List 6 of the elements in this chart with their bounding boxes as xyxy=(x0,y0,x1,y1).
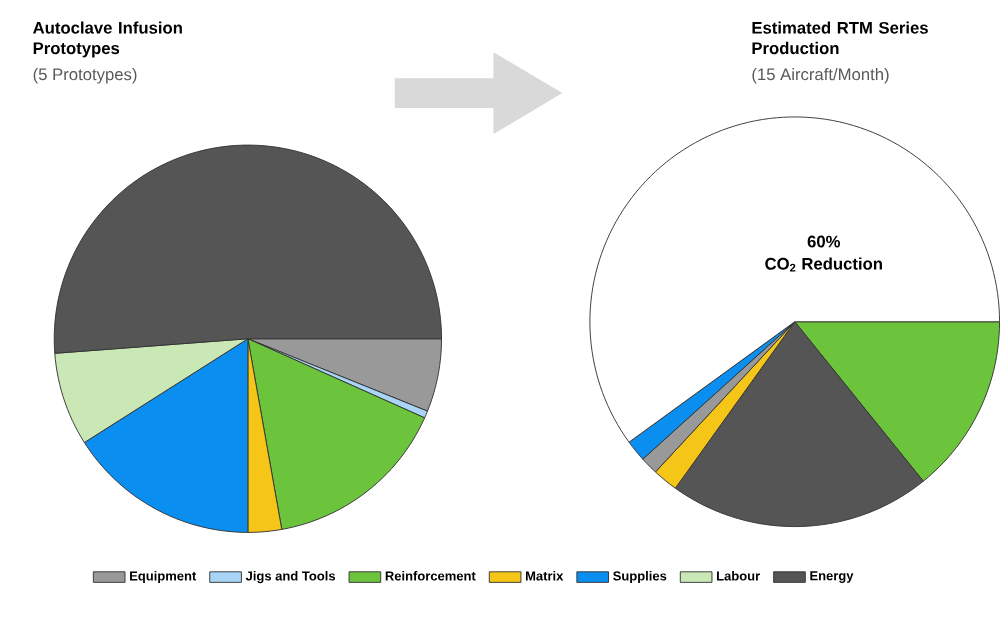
chart-subtitle: (15 Aircraft/Month) xyxy=(752,68,889,84)
slice-label: CO$_{2}$ Reduction xyxy=(765,257,882,272)
chart-title: Autoclave Infusion Prototypes xyxy=(33,21,182,58)
chart-title: Estimated RTM Series Production xyxy=(752,21,928,55)
data-label: 60% xyxy=(807,236,841,248)
chart-subtitle: (5 Prototypes) xyxy=(33,68,137,84)
